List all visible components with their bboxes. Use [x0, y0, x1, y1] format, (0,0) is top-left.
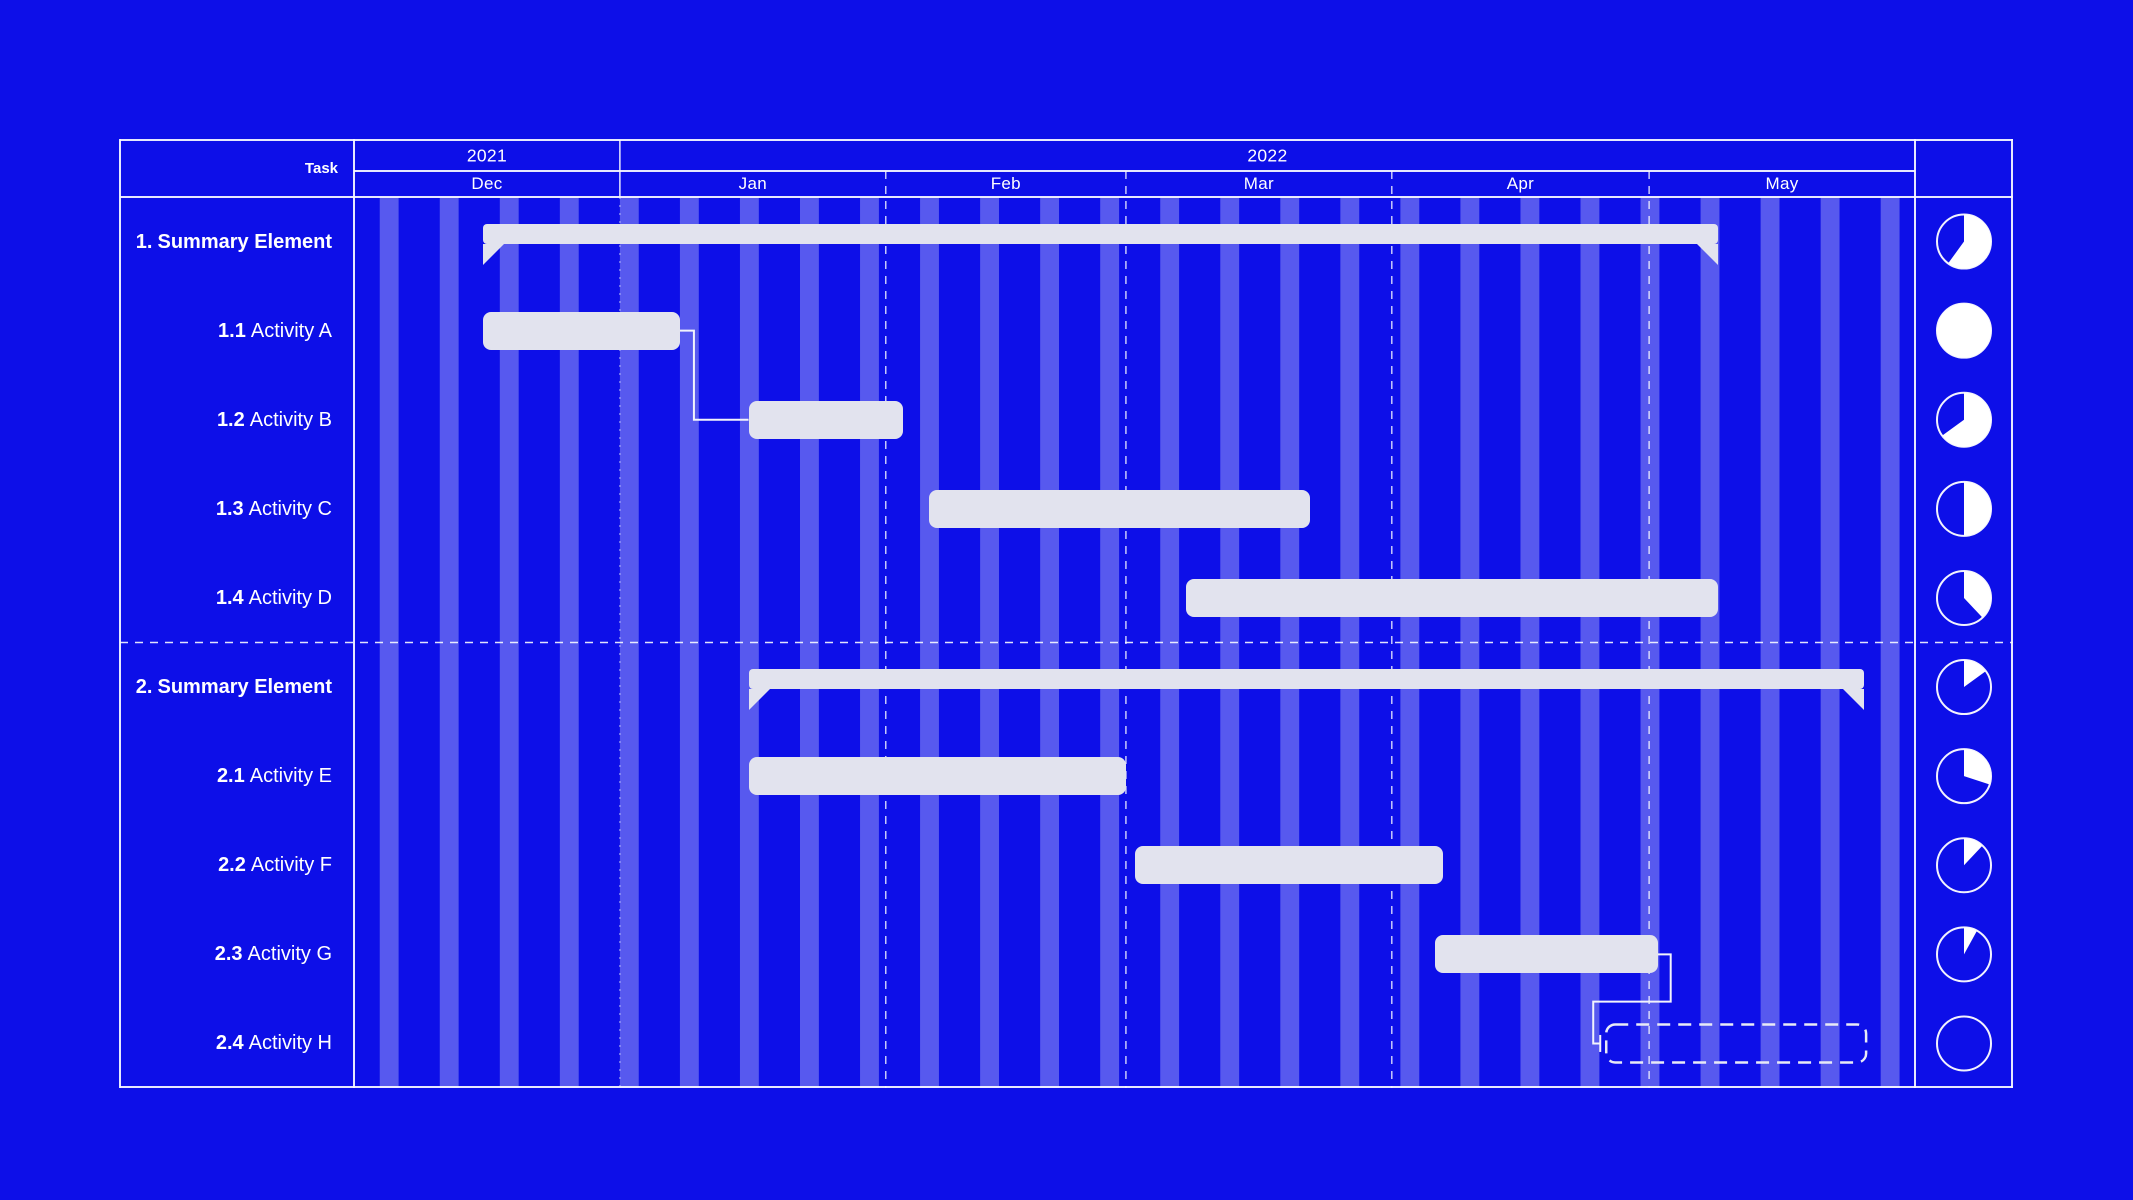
weekend-stripe — [1640, 197, 1660, 1088]
task-id-label: 2. — [135, 676, 153, 699]
weekend-stripe — [379, 197, 399, 1088]
task-id-label: 2.4 — [215, 1032, 244, 1055]
progress-pie-slice — [1942, 392, 1991, 447]
task-id-label: 1.1 — [218, 319, 246, 342]
task-row-label: 2.4 Activity H — [120, 1029, 354, 1057]
task-row-label: 1. Summary Element — [120, 228, 354, 256]
task-row-label: 1.1 Activity A — [120, 317, 354, 345]
summary-bar — [482, 223, 1718, 244]
summary-bar-left-end — [482, 243, 504, 265]
task-name-label: Activity F — [250, 854, 332, 877]
progress-pie-slice — [1948, 214, 1992, 269]
task-id-label: 2.2 — [218, 854, 246, 877]
year-label: 2022 — [1247, 145, 1288, 166]
task-row-label: 1.3 Activity C — [120, 495, 354, 523]
summary-bar-left-end — [748, 689, 770, 711]
task-bar — [1434, 935, 1658, 974]
task-id-label: 1. — [135, 230, 153, 253]
task-id-label: 1.4 — [215, 586, 244, 609]
weekend-stripe — [1460, 197, 1480, 1088]
tentative-task-bar — [1604, 1023, 1868, 1064]
task-name-label: Activity G — [247, 943, 332, 966]
task-row-label: 2.1 Activity E — [120, 762, 354, 790]
task-bar — [748, 400, 903, 439]
progress-pie-slice — [1964, 570, 1991, 618]
progress-column-divider — [1914, 139, 1916, 1088]
task-name-label: Activity E — [249, 765, 332, 788]
summary-bar-right-end — [1696, 243, 1718, 265]
weekend-stripe — [920, 197, 939, 1088]
table-border-right — [2011, 139, 2013, 1088]
dependency-connector — [1592, 953, 1672, 1045]
task-row-label: 2.2 Activity F — [120, 851, 354, 879]
task-name-label: Activity A — [250, 319, 332, 342]
table-border-left — [119, 139, 121, 1088]
summary-bar — [748, 669, 1864, 690]
progress-pie-slice — [1964, 749, 1991, 785]
dependency-connector — [679, 329, 749, 421]
task-name-label: Activity C — [248, 497, 332, 520]
task-bar — [1134, 846, 1444, 885]
progress-pie-slice — [1964, 660, 1986, 688]
weekend-stripe — [1520, 197, 1540, 1088]
task-name-label: Activity D — [248, 586, 332, 609]
task-name-label: Activity H — [248, 1032, 332, 1055]
month-label: May — [1765, 174, 1799, 193]
task-row-label: 2.3 Activity G — [120, 940, 354, 968]
weekend-stripe — [559, 197, 579, 1088]
month-label: Dec — [471, 174, 503, 193]
task-id-label: 1.3 — [215, 497, 244, 520]
table-border-bottom — [120, 1086, 2013, 1088]
weekend-stripe — [499, 197, 519, 1088]
table-border-top — [120, 139, 2013, 141]
weekend-stripe — [1580, 197, 1600, 1088]
weekend-stripe — [980, 197, 999, 1088]
task-bar — [928, 489, 1311, 528]
task-row-label: 2. Summary Element — [120, 673, 354, 701]
task-id-label: 2.1 — [216, 765, 245, 788]
task-name-label: Summary Element — [157, 230, 332, 253]
task-column-divider — [353, 139, 355, 1088]
task-id-label: 1.2 — [216, 408, 245, 431]
task-row-label: 1.4 Activity D — [120, 584, 354, 612]
month-label: Mar — [1243, 174, 1274, 193]
task-row-label: 1.2 Activity B — [120, 406, 354, 434]
summary-bar-right-end — [1842, 689, 1864, 711]
task-bar — [1185, 578, 1718, 617]
task-id-label: 2.3 — [214, 943, 243, 966]
task-bar — [748, 757, 1126, 796]
month-label: Feb — [990, 174, 1021, 193]
weekend-stripe — [1040, 197, 1060, 1088]
month-label: Apr — [1506, 174, 1535, 193]
weekend-stripe — [439, 197, 459, 1088]
task-column-header: Task — [304, 159, 338, 177]
progress-pie-slice — [1964, 481, 1991, 536]
weekend-stripe — [1100, 197, 1120, 1088]
task-name-label: Activity B — [249, 408, 332, 431]
task-bar — [482, 311, 680, 350]
task-name-label: Summary Element — [157, 676, 332, 699]
year-label: 2021 — [466, 145, 508, 166]
progress-pie-slice — [1964, 927, 1978, 955]
weekend-stripe — [619, 197, 639, 1088]
month-label: Jan — [738, 174, 767, 193]
year-month-divider-line — [354, 170, 1915, 172]
progress-pie-ring — [1936, 1015, 1992, 1072]
progress-pie-ring — [1936, 302, 1992, 359]
header-bottom-line — [120, 196, 2013, 198]
progress-pie-slice — [1964, 838, 1983, 866]
